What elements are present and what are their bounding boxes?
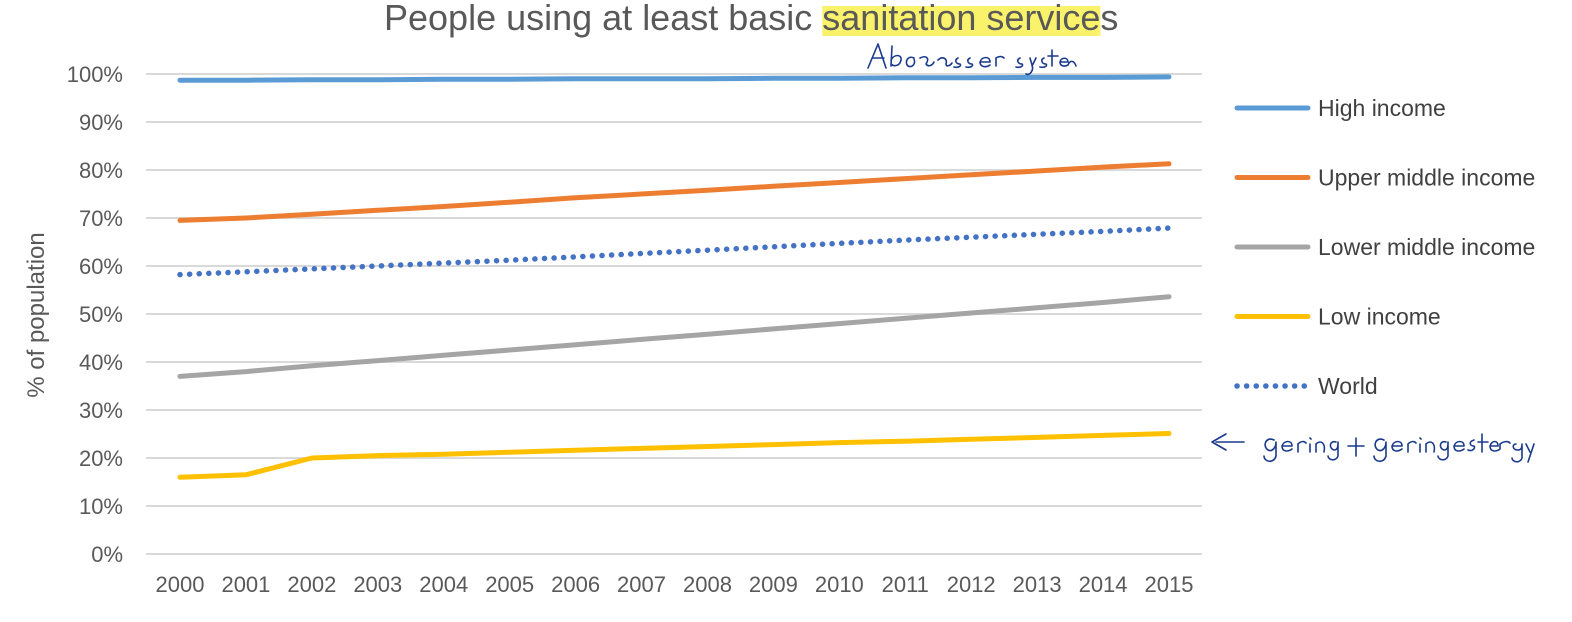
title-prefix: People using at least basic <box>384 0 822 38</box>
x-tick-label: 2003 <box>353 572 402 597</box>
x-tick-label: 2001 <box>221 572 270 597</box>
title-highlighted-text: sanitation service <box>822 0 1100 38</box>
legend: High income Upper middle income Lower midd… <box>1234 95 1535 399</box>
legend-label: World <box>1318 373 1378 399</box>
x-tick-label: 2002 <box>287 572 336 597</box>
x-tick-label: 2008 <box>683 572 732 597</box>
y-tick-label: 0% <box>91 542 123 567</box>
series-line-upper-middle-income <box>177 161 1172 223</box>
y-tick-label: 60% <box>79 254 123 279</box>
x-tick-label: 2010 <box>815 572 864 597</box>
y-tick-label: 100% <box>67 62 123 87</box>
y-tick-label: 30% <box>79 398 123 423</box>
x-tick-label: 2004 <box>419 572 468 597</box>
y-tick-labels: 0% 10% 20% 30% 40% 50% 60% 70% 80% 90% 100% <box>67 62 123 567</box>
x-tick-label: 2005 <box>485 572 534 597</box>
x-tick-label: 2015 <box>1145 572 1194 597</box>
y-tick-label: 70% <box>79 206 123 231</box>
y-tick-label: 20% <box>79 446 123 471</box>
x-tick-label: 2007 <box>617 572 666 597</box>
y-tick-label: 10% <box>79 494 123 519</box>
y-tick-label: 80% <box>79 158 123 183</box>
title-suffix: s <box>1100 0 1118 38</box>
y-tick-label: 40% <box>79 350 123 375</box>
series-line-low-income <box>177 431 1172 480</box>
legend-label: Low income <box>1318 304 1441 330</box>
y-tick-label: 90% <box>79 110 123 135</box>
x-tick-label: 2000 <box>156 572 205 597</box>
y-tick-label: 50% <box>79 302 123 327</box>
x-tick-label: 2012 <box>947 572 996 597</box>
x-tick-label: 2011 <box>882 572 929 597</box>
handwritten-annotation-right <box>1211 433 1535 463</box>
legend-label: Lower middle income <box>1318 234 1535 260</box>
x-tick-label: 2014 <box>1079 572 1128 597</box>
legend-label: Upper middle income <box>1318 165 1535 191</box>
x-tick-label: 2013 <box>1013 572 1062 597</box>
series-lines <box>177 74 1172 480</box>
legend-label: High income <box>1318 95 1446 121</box>
series-line-high-income <box>177 74 1172 83</box>
x-tick-label: 2009 <box>749 572 798 597</box>
handwritten-annotation-top <box>867 43 1077 76</box>
gridlines <box>146 73 1202 555</box>
x-tick-labels: 2000 2001 2002 2003 2004 2005 2006 2007 2008 2009… <box>156 572 1194 597</box>
x-tick-label: 2006 <box>551 572 600 597</box>
series-line-world <box>177 225 1172 278</box>
chart-title: People using at least basic sanitation s… <box>384 0 1118 38</box>
y-axis-label: % of population <box>23 232 50 397</box>
series-line-lower-middle-income <box>177 294 1172 379</box>
title-highlight-marker <box>822 6 1101 36</box>
